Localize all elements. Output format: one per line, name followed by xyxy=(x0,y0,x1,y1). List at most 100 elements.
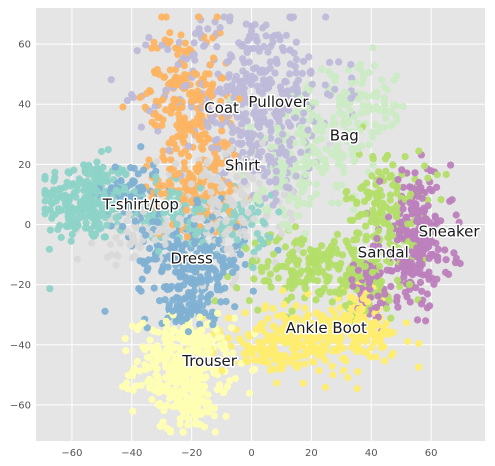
point-pullover xyxy=(240,178,248,186)
point-t-shirt-top xyxy=(119,166,127,174)
point-t-shirt-top xyxy=(65,196,73,204)
point-shirt xyxy=(107,251,115,259)
point-dress xyxy=(231,303,239,311)
point-t-shirt-top xyxy=(57,206,65,214)
point-coat xyxy=(159,116,167,124)
point-sandal xyxy=(306,253,314,261)
point-pullover xyxy=(216,24,224,32)
point-bag xyxy=(306,116,314,124)
point-pullover xyxy=(278,145,286,153)
point-pullover xyxy=(299,117,307,125)
point-ankle-boot xyxy=(373,331,381,339)
point-coat xyxy=(202,70,210,78)
point-pullover xyxy=(248,147,256,155)
point-coat xyxy=(199,178,207,187)
point-dress xyxy=(137,143,145,151)
point-trouser xyxy=(178,331,186,339)
point-trouser xyxy=(151,358,159,366)
point-t-shirt-top xyxy=(165,202,173,210)
point-shirt xyxy=(161,234,170,242)
point-dress xyxy=(152,167,160,175)
point-sandal xyxy=(293,237,301,245)
point-pullover xyxy=(265,156,273,164)
point-sandal xyxy=(374,196,382,204)
point-sneaker xyxy=(426,235,434,244)
point-bag xyxy=(246,123,255,131)
point-t-shirt-top xyxy=(100,233,108,241)
cluster-label-dress: Dress xyxy=(171,250,213,268)
point-trouser xyxy=(200,423,208,431)
point-sandal xyxy=(350,246,359,254)
point-sneaker xyxy=(419,235,427,243)
point-sandal xyxy=(251,239,259,247)
point-dress xyxy=(131,217,139,225)
point-bag xyxy=(354,119,362,127)
point-sneaker xyxy=(437,227,445,235)
point-coat xyxy=(213,13,221,21)
point-shirt xyxy=(244,208,252,217)
point-sandal xyxy=(364,190,372,198)
point-sneaker xyxy=(349,282,357,290)
point-coat xyxy=(167,156,175,164)
point-sandal xyxy=(389,161,397,169)
point-trouser xyxy=(201,383,209,391)
point-bag xyxy=(259,187,267,195)
point-coat xyxy=(173,121,181,129)
point-sandal xyxy=(383,304,391,312)
point-pullover xyxy=(242,155,251,164)
point-pullover xyxy=(158,41,166,49)
point-sandal xyxy=(233,284,241,292)
cluster-label-bag: Bag xyxy=(330,126,359,144)
point-pullover xyxy=(207,115,215,123)
axis-ticks: −60 −40 −20 0 20 40 60 −60 −40 −20 0 20 40 60 xyxy=(10,40,438,459)
point-sneaker xyxy=(369,242,377,250)
point-bag xyxy=(349,206,357,214)
point-bag xyxy=(380,108,388,116)
point-pullover xyxy=(226,13,234,21)
point-shirt xyxy=(286,209,294,217)
point-bag xyxy=(342,129,350,137)
point-trouser xyxy=(145,354,153,362)
point-coat xyxy=(204,134,212,143)
point-sneaker xyxy=(412,284,420,292)
point-shirt xyxy=(125,210,133,218)
point-pullover xyxy=(261,194,269,202)
point-sneaker xyxy=(416,264,424,272)
point-sandal xyxy=(437,196,445,204)
point-ankle-boot xyxy=(277,354,285,362)
point-dress xyxy=(145,256,153,264)
point-sneaker xyxy=(442,268,450,276)
point-pullover xyxy=(162,86,170,94)
point-pullover xyxy=(224,111,232,119)
point-bag xyxy=(314,113,322,121)
point-trouser xyxy=(248,366,257,374)
point-ankle-boot xyxy=(286,317,294,325)
point-sneaker xyxy=(419,216,427,224)
point-trouser xyxy=(222,412,230,420)
point-dress xyxy=(119,222,127,231)
point-coat xyxy=(178,103,186,112)
point-sneaker xyxy=(387,282,395,291)
point-bag xyxy=(340,168,348,176)
point-sandal xyxy=(342,195,350,203)
point-t-shirt-top xyxy=(173,220,181,228)
point-sneaker xyxy=(413,316,422,324)
point-ankle-boot xyxy=(266,366,275,374)
point-shirt xyxy=(73,255,81,263)
point-dress xyxy=(135,285,143,293)
point-pullover xyxy=(244,36,252,45)
point-bag xyxy=(303,152,311,160)
point-shirt xyxy=(139,208,148,216)
point-trouser xyxy=(146,336,154,344)
point-t-shirt-top xyxy=(68,230,76,238)
point-sandal xyxy=(367,218,375,226)
point-bag xyxy=(295,212,303,220)
point-bag xyxy=(297,188,306,196)
cluster-label-shirt: Shirt xyxy=(225,156,260,174)
point-t-shirt-top xyxy=(248,220,256,229)
y-tick-label: −60 xyxy=(10,400,31,411)
point-sandal xyxy=(368,268,376,277)
point-coat xyxy=(160,73,168,81)
cluster-label-ankle-boot: Ankle Boot xyxy=(286,319,367,337)
